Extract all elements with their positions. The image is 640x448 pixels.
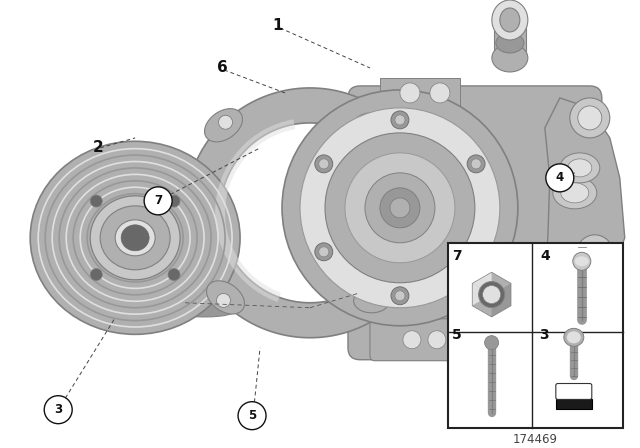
Ellipse shape xyxy=(403,331,421,349)
Text: 4: 4 xyxy=(541,249,550,263)
Ellipse shape xyxy=(484,336,499,349)
Ellipse shape xyxy=(395,115,405,125)
Ellipse shape xyxy=(577,235,612,271)
Ellipse shape xyxy=(391,287,409,305)
Ellipse shape xyxy=(391,111,409,129)
Ellipse shape xyxy=(578,106,602,130)
Ellipse shape xyxy=(395,291,405,301)
Ellipse shape xyxy=(300,108,500,308)
Ellipse shape xyxy=(380,188,420,228)
Text: 5: 5 xyxy=(452,328,461,342)
Polygon shape xyxy=(472,272,492,295)
Ellipse shape xyxy=(315,243,333,261)
Ellipse shape xyxy=(585,243,605,263)
Text: 3: 3 xyxy=(539,328,548,342)
Ellipse shape xyxy=(561,183,589,203)
Ellipse shape xyxy=(479,282,504,308)
Text: 3: 3 xyxy=(54,403,62,416)
Ellipse shape xyxy=(90,196,180,280)
Ellipse shape xyxy=(575,256,589,266)
Ellipse shape xyxy=(492,0,528,40)
Ellipse shape xyxy=(354,289,390,313)
Text: 5: 5 xyxy=(248,409,256,422)
Ellipse shape xyxy=(570,98,610,138)
Ellipse shape xyxy=(560,153,600,183)
Bar xyxy=(380,78,460,108)
Polygon shape xyxy=(492,272,511,295)
Ellipse shape xyxy=(564,328,584,346)
Ellipse shape xyxy=(100,206,170,270)
Bar xyxy=(494,23,526,58)
Polygon shape xyxy=(545,98,625,298)
Ellipse shape xyxy=(483,285,500,304)
Ellipse shape xyxy=(319,159,329,169)
Polygon shape xyxy=(472,295,492,317)
Ellipse shape xyxy=(354,113,390,137)
FancyBboxPatch shape xyxy=(348,86,602,360)
Text: 6: 6 xyxy=(217,60,227,75)
Ellipse shape xyxy=(30,141,240,334)
Ellipse shape xyxy=(496,33,524,53)
Circle shape xyxy=(44,396,72,424)
Circle shape xyxy=(546,164,574,192)
Ellipse shape xyxy=(390,198,410,218)
Ellipse shape xyxy=(430,83,450,103)
Ellipse shape xyxy=(345,153,455,263)
Text: 174469: 174469 xyxy=(513,433,558,446)
Polygon shape xyxy=(185,88,381,338)
Ellipse shape xyxy=(553,177,596,209)
Ellipse shape xyxy=(282,90,518,326)
Ellipse shape xyxy=(573,252,591,270)
Ellipse shape xyxy=(218,115,232,129)
Ellipse shape xyxy=(492,44,528,72)
Ellipse shape xyxy=(207,281,244,314)
FancyBboxPatch shape xyxy=(362,120,478,256)
Text: 7: 7 xyxy=(154,194,162,207)
Bar xyxy=(556,400,592,409)
Ellipse shape xyxy=(400,83,420,103)
FancyBboxPatch shape xyxy=(370,319,455,361)
Bar xyxy=(448,243,623,428)
Ellipse shape xyxy=(319,247,329,257)
Ellipse shape xyxy=(168,195,180,207)
Circle shape xyxy=(238,402,266,430)
Ellipse shape xyxy=(467,155,485,173)
Ellipse shape xyxy=(568,159,592,177)
Ellipse shape xyxy=(90,195,102,207)
Ellipse shape xyxy=(205,109,243,142)
Polygon shape xyxy=(492,295,511,317)
Ellipse shape xyxy=(325,133,475,283)
Ellipse shape xyxy=(90,268,102,280)
Polygon shape xyxy=(472,272,511,317)
Ellipse shape xyxy=(467,243,485,261)
Ellipse shape xyxy=(115,220,155,256)
Ellipse shape xyxy=(500,8,520,32)
Ellipse shape xyxy=(49,269,237,317)
Ellipse shape xyxy=(216,293,230,307)
Ellipse shape xyxy=(471,159,481,169)
Text: 4: 4 xyxy=(556,172,564,185)
Text: 2: 2 xyxy=(93,140,104,155)
Ellipse shape xyxy=(471,247,481,257)
Circle shape xyxy=(144,187,172,215)
Ellipse shape xyxy=(315,155,333,173)
Polygon shape xyxy=(492,284,511,306)
Polygon shape xyxy=(215,119,295,302)
Polygon shape xyxy=(472,284,492,306)
Text: 1: 1 xyxy=(273,18,284,34)
Ellipse shape xyxy=(428,331,446,349)
Ellipse shape xyxy=(168,268,180,280)
Ellipse shape xyxy=(121,225,149,251)
Ellipse shape xyxy=(365,173,435,243)
Ellipse shape xyxy=(567,332,581,343)
Text: 7: 7 xyxy=(452,249,461,263)
